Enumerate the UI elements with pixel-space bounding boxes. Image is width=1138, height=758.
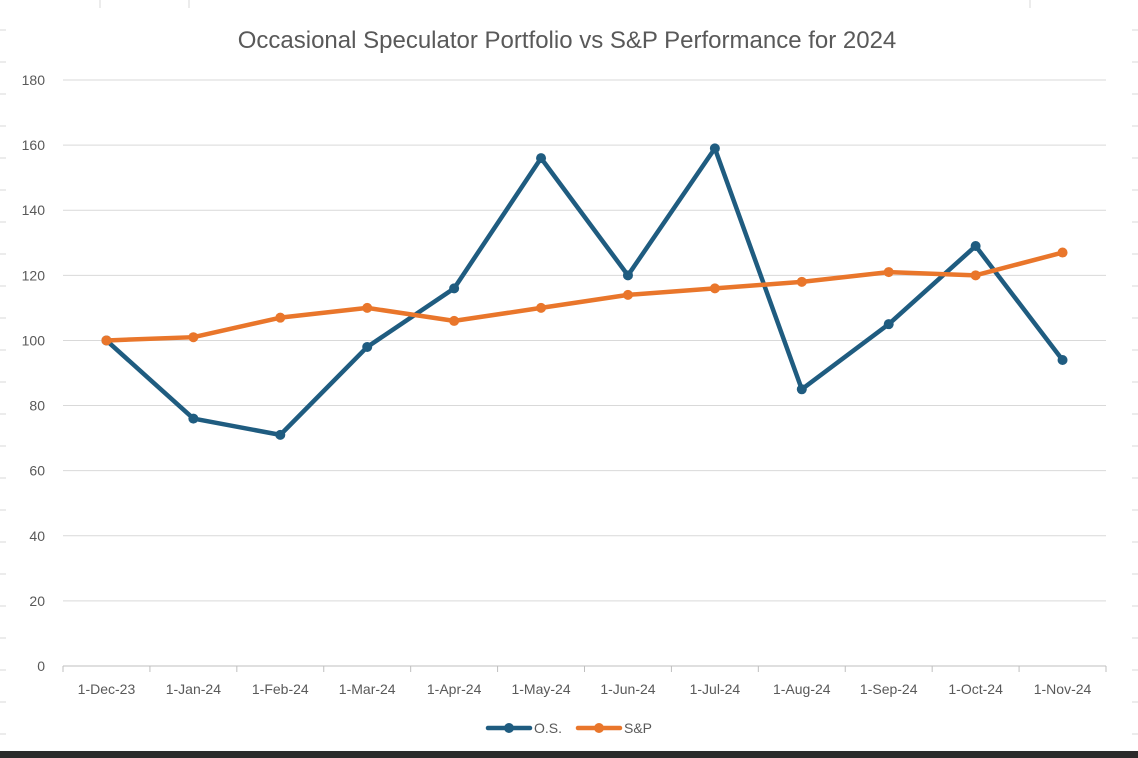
data-point	[275, 312, 286, 323]
legend: O.S. S&P	[485, 720, 652, 736]
legend-label: O.S.	[534, 720, 562, 736]
x-tick-label: 1-Oct-24	[948, 681, 1003, 697]
x-tick-label: 1-Jun-24	[600, 681, 655, 697]
x-tick-label: 1-Nov-24	[1034, 681, 1092, 697]
x-tick-label: 1-Jan-24	[166, 681, 221, 697]
y-tick-label: 80	[29, 398, 45, 414]
y-tick-label: 100	[22, 332, 46, 348]
data-point	[709, 283, 720, 294]
x-tick-label: 1-Apr-24	[427, 681, 482, 697]
x-tick-label: 1-May-24	[511, 681, 570, 697]
data-point	[796, 276, 807, 287]
x-tick-label: 1-Dec-23	[78, 681, 136, 697]
data-point	[536, 302, 547, 313]
data-point	[1057, 354, 1068, 365]
x-tick-label: 1-Aug-24	[773, 681, 831, 697]
data-point	[796, 384, 807, 395]
chart-title: Occasional Speculator Portfolio vs S&P P…	[238, 27, 897, 54]
data-point	[362, 302, 373, 313]
series-1	[101, 247, 1068, 346]
data-point	[883, 319, 894, 330]
legend-item: S&P	[575, 720, 652, 736]
data-point	[709, 143, 720, 154]
y-tick-label: 0	[37, 658, 45, 674]
series-line	[104, 146, 1065, 438]
legend-item: O.S.	[485, 720, 562, 736]
series-layer	[101, 143, 1068, 440]
data-point	[449, 283, 460, 294]
window-bottom-bar	[0, 751, 1138, 758]
legend-swatch-marker	[504, 723, 514, 733]
data-point	[275, 429, 286, 440]
x-tick-label: 1-Jul-24	[690, 681, 741, 697]
data-point	[188, 413, 199, 424]
data-point	[188, 332, 199, 343]
data-point	[101, 335, 112, 346]
data-point	[536, 153, 547, 164]
y-tick-label: 20	[29, 593, 45, 609]
legend-label: S&P	[624, 720, 652, 736]
series-line	[104, 250, 1065, 343]
data-point	[362, 341, 373, 352]
spreadsheet-background	[0, 0, 1138, 735]
y-tick-label: 180	[22, 72, 46, 88]
series-0	[101, 143, 1068, 440]
data-point	[622, 289, 633, 300]
y-tick-label: 60	[29, 463, 45, 479]
data-point	[449, 315, 460, 326]
y-axis-ticks: 0 20 40 60 80 100 120 140 160 180	[22, 72, 46, 674]
data-point	[970, 270, 981, 281]
y-tick-label: 140	[22, 202, 46, 218]
x-tick-label: 1-Sep-24	[860, 681, 918, 697]
y-tick-label: 120	[22, 267, 46, 283]
x-tick-label: 1-Feb-24	[252, 681, 309, 697]
y-tick-label: 40	[29, 528, 45, 544]
x-axis: 1-Dec-23 1-Jan-24 1-Feb-24 1-Mar-24 1-Apr-24…	[62, 665, 1107, 697]
legend-swatch-marker	[594, 723, 604, 733]
y-tick-label: 160	[22, 137, 46, 153]
data-point	[883, 267, 894, 278]
x-tick-label: 1-Mar-24	[339, 681, 396, 697]
gridlines	[63, 79, 1106, 602]
data-point	[970, 241, 981, 252]
data-point	[622, 270, 633, 281]
data-point	[1057, 247, 1068, 258]
